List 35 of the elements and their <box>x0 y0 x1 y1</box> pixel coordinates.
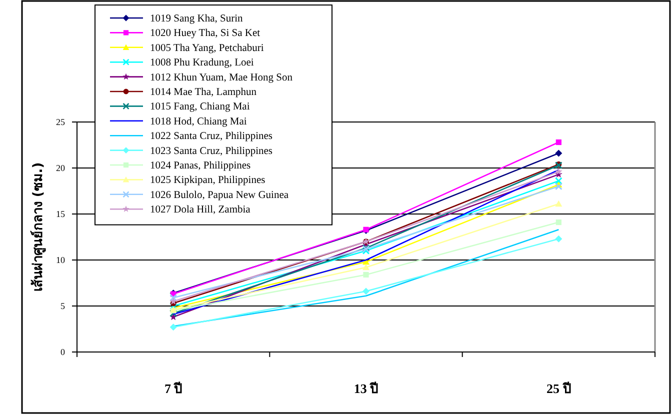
point <box>362 264 370 270</box>
legend-label: 1027 Dola Hill, Zambia <box>150 204 251 216</box>
point <box>555 150 562 157</box>
x-tick-label: 7 ปี <box>164 381 182 396</box>
legend-label: 1008 Phu Kradung, Loei <box>150 58 254 69</box>
legend-label: 1023 Santa Cruz, Philippines <box>150 146 272 157</box>
point <box>363 272 369 278</box>
point <box>362 288 370 295</box>
legend-label: 1012 Khun Yuam, Mae Hong Son <box>150 72 294 84</box>
y-tick-label: 15 <box>56 209 66 219</box>
y-tick-label: 25 <box>56 117 66 127</box>
y-axis-title: เส้นผ่าศูนย์กลาง (ซม.) <box>30 162 46 292</box>
point <box>555 200 562 207</box>
legend-label: 1005 Tha Yang, Petchaburi <box>150 42 264 54</box>
point <box>556 219 562 226</box>
legend-label: 1022 Santa Cruz, Philippines <box>150 131 272 142</box>
legend-label: 1025 Kipkipan, Philippines <box>150 175 266 186</box>
y-tick-label: 20 <box>56 163 66 173</box>
legend-label: 1018 Hod, Chiang Mai <box>150 116 247 128</box>
legend-label: 1024 Panas, Philippines <box>150 160 251 172</box>
y-tick-label: 5 <box>60 301 66 311</box>
point <box>556 139 562 146</box>
x-tick-label: 25 ปี <box>546 381 571 396</box>
legend-label: 1020 Huey Tha, Si Sa Ket <box>150 28 260 40</box>
legend-label: 1026 Bulolo, Papua New Guinea <box>150 190 289 201</box>
point <box>555 168 562 175</box>
point <box>555 235 562 242</box>
x-tick-label: 13 ปี <box>354 381 378 396</box>
point <box>170 324 177 331</box>
y-tick-label: 10 <box>56 255 66 265</box>
point <box>170 298 177 305</box>
legend-label: 1019 Sang Kha, Surin <box>150 14 244 24</box>
legend-label: 1014 Mae Tha, Lamphun <box>150 87 258 98</box>
y-tick-label: 0 <box>60 347 66 357</box>
legend-label: 1015 Fang, Chiang Mai <box>150 102 250 113</box>
